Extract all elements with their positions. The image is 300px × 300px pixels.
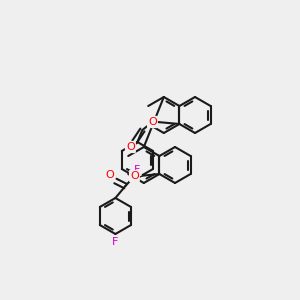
Text: O: O bbox=[126, 142, 135, 152]
Text: O: O bbox=[148, 117, 157, 127]
Text: O: O bbox=[130, 171, 139, 181]
Text: F: F bbox=[112, 237, 119, 247]
Text: F: F bbox=[134, 165, 141, 175]
Text: O: O bbox=[105, 170, 114, 180]
